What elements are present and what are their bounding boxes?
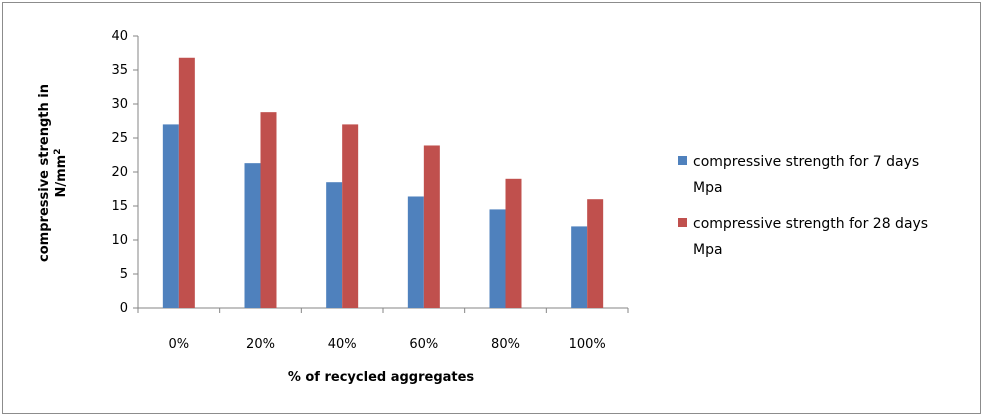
y-axis-title-line2: N/mm bbox=[54, 155, 69, 198]
y-tick-label: 35 bbox=[111, 63, 128, 78]
x-axis-ticks: 0% 20% 40% 60% 80% 100% bbox=[137, 308, 629, 352]
bar-series-2 bbox=[423, 145, 440, 308]
bars bbox=[162, 57, 604, 309]
y-tick-label: 25 bbox=[111, 131, 128, 146]
legend-label: Mpa bbox=[693, 242, 723, 258]
y-tick-label: 5 bbox=[120, 267, 128, 282]
x-axis-title: % of recycled aggregates bbox=[288, 370, 475, 385]
x-tick-label: 20% bbox=[246, 337, 275, 352]
bar-series-1 bbox=[244, 163, 261, 308]
chart-frame: 0 5 10 15 20 25 30 35 40 0% 20% 40% 60% 80% 100% % of… bbox=[2, 2, 981, 414]
legend-label: Mpa bbox=[693, 180, 723, 196]
bar-series-2 bbox=[342, 124, 359, 309]
y-tick-label: 20 bbox=[111, 165, 128, 180]
plot-area bbox=[137, 36, 628, 309]
x-tick-label: 60% bbox=[409, 337, 438, 352]
y-axis-title-line1: compressive strength in bbox=[37, 84, 52, 262]
x-tick-label: 0% bbox=[169, 337, 190, 352]
y-axis-title: compressive strength in N/mm2 bbox=[37, 84, 69, 262]
bar-chart: 0 5 10 15 20 25 30 35 40 0% 20% 40% 60% 80% 100% % of… bbox=[37, 29, 928, 385]
svg-text:N/mm2: N/mm2 bbox=[53, 149, 69, 198]
bar-series-1 bbox=[326, 182, 343, 308]
y-axis-title-superscript: 2 bbox=[53, 149, 63, 155]
y-tick-label: 40 bbox=[111, 29, 128, 44]
legend-swatch bbox=[678, 218, 687, 227]
bar-series-2 bbox=[178, 57, 195, 309]
y-tick-label: 10 bbox=[111, 233, 128, 248]
svg-text:compressive strength in: compressive strength in bbox=[37, 84, 52, 262]
bar-series-1 bbox=[571, 226, 588, 308]
bar-series-1 bbox=[162, 124, 179, 309]
bar-series-1 bbox=[407, 196, 424, 308]
bar-series-2 bbox=[505, 178, 522, 308]
bar-series-2 bbox=[587, 199, 604, 308]
y-tick-label: 15 bbox=[111, 199, 128, 214]
legend-swatch bbox=[678, 156, 687, 165]
legend: compressive strength for 7 days Mpa compre… bbox=[678, 154, 928, 258]
bar-series-1 bbox=[489, 209, 506, 308]
y-axis-ticks: 0 5 10 15 20 25 30 35 40 bbox=[111, 29, 138, 316]
x-tick-label: 100% bbox=[569, 337, 606, 352]
x-tick-label: 40% bbox=[328, 337, 357, 352]
x-tick-label: 80% bbox=[491, 337, 520, 352]
y-tick-label: 0 bbox=[120, 301, 128, 316]
legend-label: compressive strength for 28 days bbox=[693, 216, 928, 232]
bar-series-2 bbox=[260, 112, 277, 308]
y-tick-label: 30 bbox=[111, 97, 128, 112]
legend-label: compressive strength for 7 days bbox=[693, 154, 919, 170]
